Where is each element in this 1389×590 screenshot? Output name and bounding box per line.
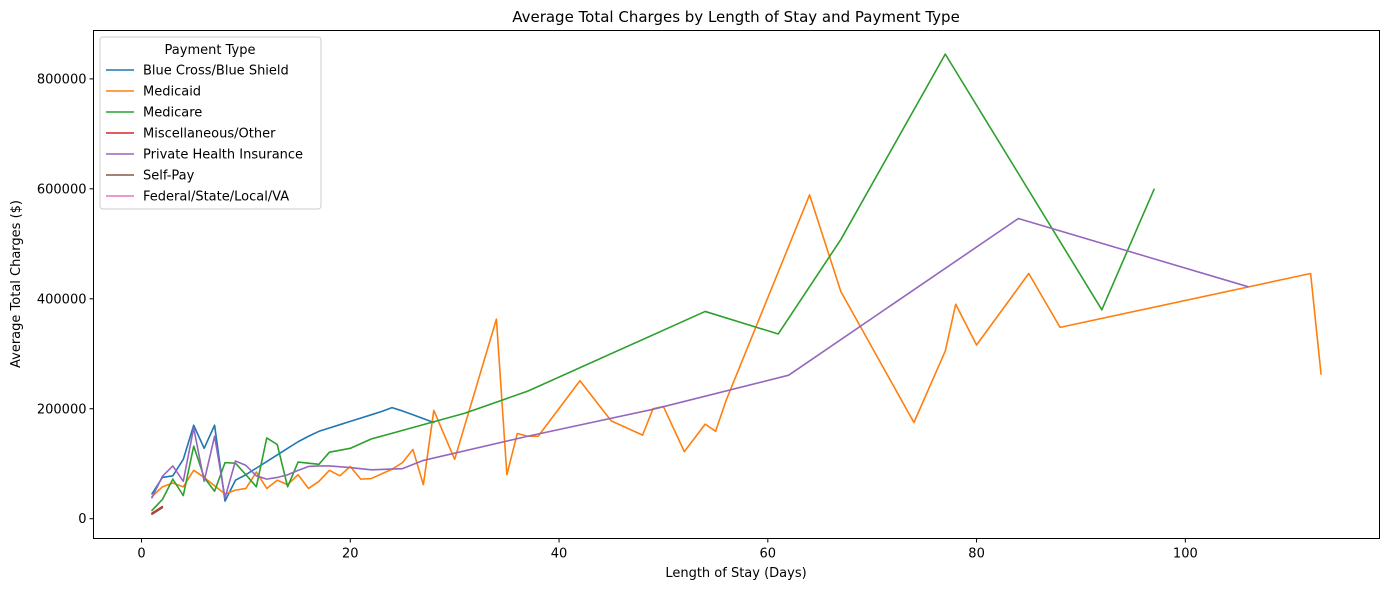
y-axis-ticks: 0 200000 400000 600000 800000 bbox=[37, 72, 94, 527]
x-tick-label-2: 40 bbox=[551, 547, 568, 562]
legend-title: Payment Type bbox=[165, 43, 256, 58]
x-tick-label-4: 80 bbox=[968, 547, 985, 562]
plot-area-frame bbox=[93, 30, 1380, 539]
series-line-0 bbox=[151, 406, 435, 502]
legend: Payment Type Blue Cross/Blue Shield Medic… bbox=[99, 36, 322, 210]
legend-label-5: Self-Pay bbox=[143, 169, 195, 184]
x-axis-ticks: 0 20 40 60 80 100 bbox=[137, 538, 1198, 562]
y-axis-label: Average Total Charges ($) bbox=[9, 200, 24, 368]
legend-label-1: Medicaid bbox=[143, 85, 201, 100]
legend-label-3: Miscellaneous/Other bbox=[143, 127, 276, 142]
y-tick-label-1: 200000 bbox=[37, 402, 87, 417]
series-line-2 bbox=[151, 53, 1155, 512]
series-line-5 bbox=[151, 506, 164, 516]
x-tick-label-0: 0 bbox=[137, 547, 145, 562]
series-layer bbox=[151, 53, 1322, 516]
y-tick-label-2: 400000 bbox=[37, 292, 87, 307]
y-tick-label-3: 600000 bbox=[37, 182, 87, 197]
series-line-3 bbox=[151, 505, 164, 515]
legend-box bbox=[99, 36, 322, 210]
y-tick-label-0: 0 bbox=[78, 512, 86, 527]
x-tick-label-3: 60 bbox=[760, 547, 777, 562]
x-axis-label: Length of Stay (Days) bbox=[665, 566, 806, 581]
series-line-4 bbox=[151, 217, 1249, 499]
series-line-1 bbox=[151, 194, 1322, 498]
x-tick-label-5: 100 bbox=[1173, 547, 1198, 562]
chart-title: Average Total Charges by Length of Stay … bbox=[512, 8, 960, 26]
legend-label-4: Private Health Insurance bbox=[143, 148, 303, 163]
y-tick-label-4: 800000 bbox=[37, 72, 87, 87]
legend-label-6: Federal/State/Local/VA bbox=[143, 190, 289, 205]
legend-label-0: Blue Cross/Blue Shield bbox=[143, 64, 289, 79]
legend-items: Blue Cross/Blue Shield Medicaid Medicare Mi… bbox=[106, 64, 303, 205]
x-tick-label-1: 20 bbox=[342, 547, 359, 562]
legend-label-2: Medicare bbox=[143, 106, 202, 121]
